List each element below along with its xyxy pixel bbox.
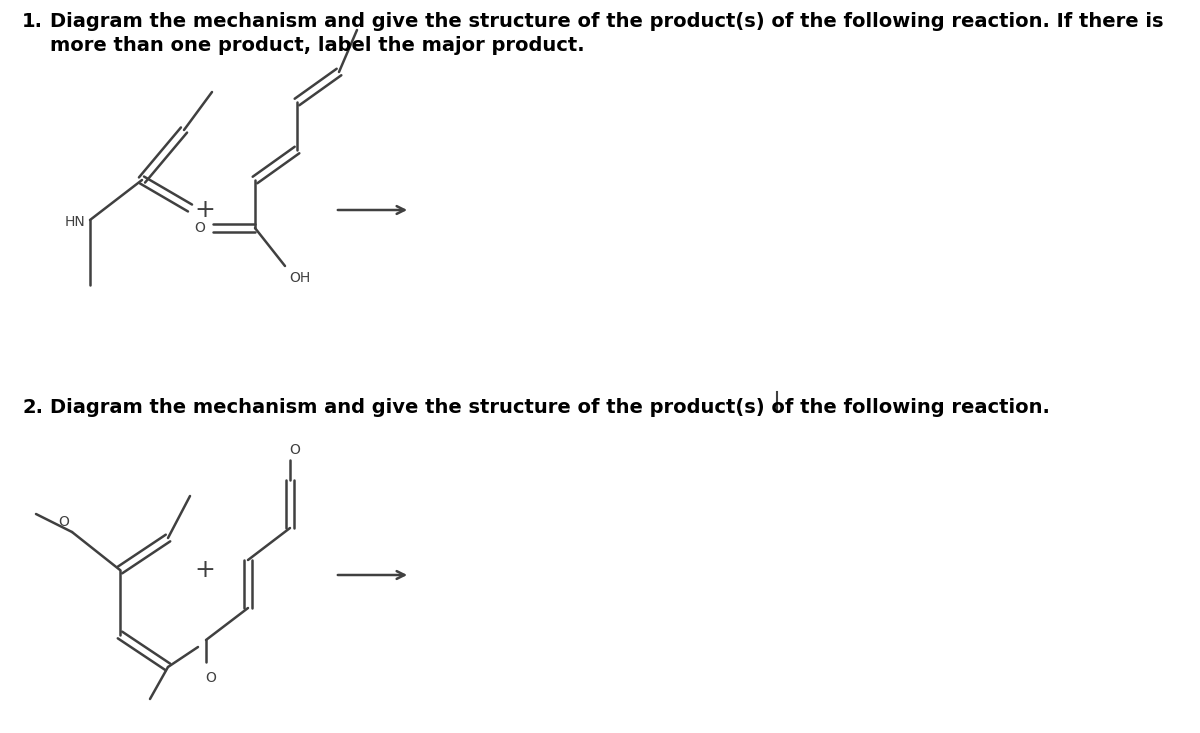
Text: more than one product, label the major product.: more than one product, label the major p…	[50, 36, 584, 55]
Text: Diagram the mechanism and give the structure of the product(s) of the following : Diagram the mechanism and give the struc…	[50, 398, 1050, 417]
Text: O: O	[194, 221, 205, 235]
Text: 2.: 2.	[22, 398, 43, 417]
Text: 1.: 1.	[22, 12, 43, 31]
Text: +: +	[194, 198, 216, 222]
Text: O: O	[205, 671, 216, 685]
Text: O: O	[289, 443, 300, 457]
Text: +: +	[194, 558, 216, 582]
Text: Diagram the mechanism and give the structure of the product(s) of the following : Diagram the mechanism and give the struc…	[50, 12, 1164, 31]
Text: HN: HN	[65, 215, 85, 229]
Text: O: O	[59, 515, 70, 529]
Text: OH: OH	[289, 271, 311, 285]
